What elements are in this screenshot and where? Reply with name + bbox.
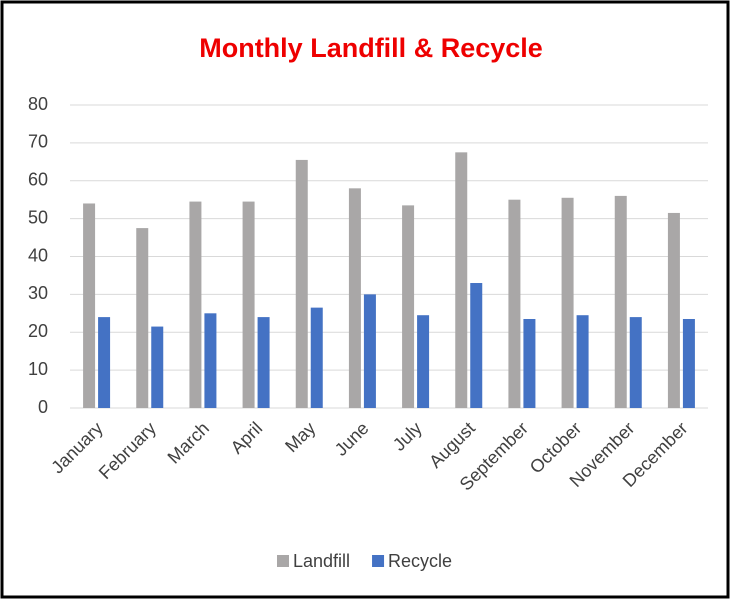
bar	[417, 315, 430, 408]
y-tick-label: 60	[28, 170, 48, 190]
legend-swatch	[277, 555, 289, 567]
y-tick-label: 70	[28, 132, 48, 152]
bar	[614, 195, 627, 408]
bar	[523, 318, 536, 408]
y-tick-label: 40	[28, 245, 48, 265]
legend-swatch	[372, 555, 385, 567]
bar	[455, 152, 468, 408]
y-tick-label: 10	[28, 359, 48, 379]
bar	[189, 201, 202, 408]
legend-label: Recycle	[388, 551, 452, 571]
bar	[576, 315, 589, 408]
bar	[310, 307, 323, 408]
bar	[242, 201, 255, 408]
y-tick-label: 20	[28, 321, 48, 341]
bar	[98, 317, 111, 408]
legend-label: Landfill	[293, 551, 350, 571]
bar	[402, 205, 415, 408]
chart-title: Monthly Landfill & Recycle	[199, 33, 543, 63]
bar	[204, 313, 217, 408]
bar	[667, 212, 680, 408]
bar	[470, 283, 483, 408]
bar	[682, 318, 695, 408]
y-tick-label: 0	[38, 397, 48, 417]
y-tick-label: 50	[28, 207, 48, 227]
bar	[348, 188, 361, 408]
bar	[151, 326, 164, 408]
y-tick-label: 30	[28, 283, 48, 303]
bar	[83, 203, 96, 408]
bar	[508, 199, 521, 408]
bar	[363, 294, 376, 408]
bar	[561, 197, 574, 408]
bar	[295, 159, 308, 408]
bar	[136, 228, 149, 408]
bar	[629, 317, 642, 408]
y-tick-label: 80	[28, 94, 48, 114]
bar	[257, 317, 270, 408]
